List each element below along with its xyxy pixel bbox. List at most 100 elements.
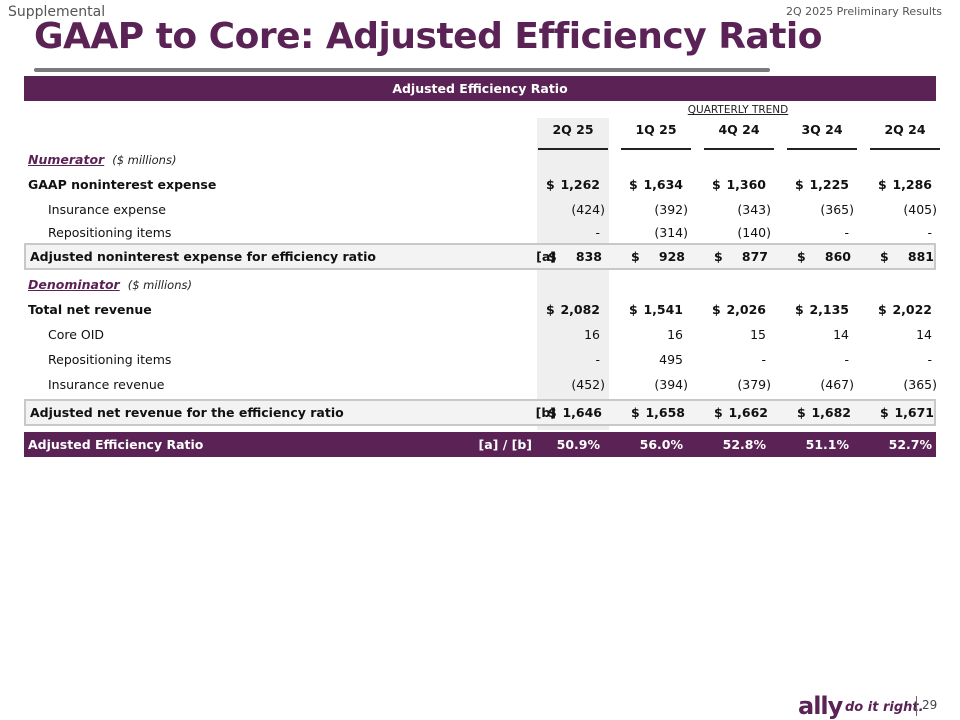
row-label: Insurance revenue: [48, 377, 165, 392]
column-header-rule: [538, 148, 608, 150]
row-label: GAAP noninterest expense: [28, 177, 217, 192]
value-cell: -: [927, 352, 932, 367]
row-label: Repositioning items: [48, 225, 172, 240]
value-cell: (140): [737, 225, 771, 240]
ally-logo: ally: [798, 692, 843, 720]
current-quarter-shading: [537, 118, 609, 430]
row-label: Insurance expense: [48, 202, 166, 217]
value-cell: $2,026: [712, 302, 766, 317]
value-cell: $2,022: [878, 302, 932, 317]
value-cell: $2,082: [546, 302, 600, 317]
table-row: Core OID 16 16 15 14 14: [24, 324, 936, 346]
value-cell: -: [844, 225, 849, 240]
ratio-cell: 51.1%: [805, 437, 849, 452]
column-header-rule: [787, 148, 857, 150]
numerator-heading: Numerator ($ millions): [24, 149, 936, 171]
row-label: Adjusted noninterest expense for efficie…: [30, 249, 376, 264]
page-title: GAAP to Core: Adjusted Efficiency Ratio: [34, 16, 823, 57]
value-cell: $1,262: [546, 177, 600, 192]
value-cell: 495: [659, 352, 683, 367]
value-cell: $1,286: [878, 177, 932, 192]
value-cell: (467): [820, 377, 854, 392]
value-cell: 16: [584, 327, 600, 342]
value-cell: $838: [548, 249, 602, 264]
value-cell: -: [844, 352, 849, 367]
denominator-label: Denominator: [28, 277, 120, 292]
value-cell: (394): [654, 377, 688, 392]
value-cell: -: [761, 352, 766, 367]
table-row: Repositioning items - (314) (140) - -: [24, 222, 936, 244]
column-header: 2Q 25: [552, 122, 594, 137]
reference-marker: [b]: [535, 405, 556, 420]
value-cell: $1,682: [797, 405, 851, 420]
value-cell: 16: [667, 327, 683, 342]
subtotal-row-b: Adjusted net revenue for the efficiency …: [24, 399, 936, 426]
row-label: Repositioning items: [48, 352, 172, 367]
ratio-cell: 56.0%: [639, 437, 683, 452]
value-cell: (452): [571, 377, 605, 392]
numerator-label: Numerator: [28, 152, 105, 167]
tagline: do it right.: [845, 700, 924, 715]
value-cell: (379): [737, 377, 771, 392]
ratio-cell: 50.9%: [556, 437, 600, 452]
table-row: GAAP noninterest expense $1,262 $1,634 $…: [24, 174, 936, 196]
denominator-unit: ($ millions): [127, 278, 192, 292]
value-cell: (365): [820, 202, 854, 217]
subtotal-row-a: Adjusted noninterest expense for efficie…: [24, 243, 936, 270]
title-underline: [34, 68, 770, 72]
value-cell: $1,646: [548, 405, 602, 420]
reference-marker: [a] / [b]: [478, 437, 532, 452]
value-cell: $860: [797, 249, 851, 264]
value-cell: $877: [714, 249, 768, 264]
value-cell: 14: [916, 327, 932, 342]
section-label: Supplemental: [8, 4, 106, 20]
value-cell: $1,225: [795, 177, 849, 192]
value-cell: $1,360: [712, 177, 766, 192]
value-cell: (365): [903, 377, 937, 392]
row-label: Total net revenue: [28, 302, 152, 317]
value-cell: $1,634: [629, 177, 683, 192]
column-header: 4Q 24: [718, 122, 760, 137]
value-cell: -: [927, 225, 932, 240]
ratio-cell: 52.8%: [722, 437, 766, 452]
value-cell: $881: [880, 249, 934, 264]
value-cell: (405): [903, 202, 937, 217]
table-title-band: Adjusted Efficiency Ratio: [24, 76, 936, 101]
numerator-unit: ($ millions): [112, 153, 177, 167]
table-row: Insurance revenue (452) (394) (379) (467…: [24, 374, 937, 396]
column-header-rule: [704, 148, 774, 150]
column-header: 2Q 24: [884, 122, 926, 137]
quarterly-trend-label: QUARTERLY TREND: [687, 104, 789, 116]
row-label: Adjusted net revenue for the efficiency …: [30, 405, 344, 420]
value-cell: (343): [737, 202, 771, 217]
table-row: Total net revenue $2,082 $1,541 $2,026 $…: [24, 299, 936, 321]
efficiency-ratio-row: Adjusted Efficiency Ratio [a] / [b] 50.9…: [24, 432, 936, 457]
row-label: Core OID: [48, 327, 105, 342]
table-row: Repositioning items - 495 - - -: [24, 349, 936, 371]
value-cell: $1,658: [631, 405, 685, 420]
value-cell: -: [595, 352, 600, 367]
column-header-rule: [621, 148, 691, 150]
value-cell: (392): [654, 202, 688, 217]
report-label: 2Q 2025 Preliminary Results: [786, 5, 942, 18]
value-cell: (314): [654, 225, 688, 240]
reference-marker: [a]: [536, 249, 556, 264]
row-label: Adjusted Efficiency Ratio: [28, 437, 204, 452]
value-cell: $1,541: [629, 302, 683, 317]
denominator-heading: Denominator ($ millions): [24, 274, 936, 296]
column-header: 1Q 25: [635, 122, 677, 137]
value-cell: $1,662: [714, 405, 768, 420]
footer-divider: [916, 696, 917, 716]
value-cell: $2,135: [795, 302, 849, 317]
page-number: 29: [922, 698, 938, 712]
column-header-rule: [870, 148, 940, 150]
table-row: Insurance expense (424) (392) (343) (365…: [24, 199, 937, 221]
value-cell: 14: [833, 327, 849, 342]
value-cell: -: [595, 225, 600, 240]
ratio-cell: 52.7%: [888, 437, 932, 452]
value-cell: 15: [750, 327, 766, 342]
column-header: 3Q 24: [801, 122, 843, 137]
value-cell: $928: [631, 249, 685, 264]
value-cell: $1,671: [880, 405, 934, 420]
value-cell: (424): [571, 202, 605, 217]
